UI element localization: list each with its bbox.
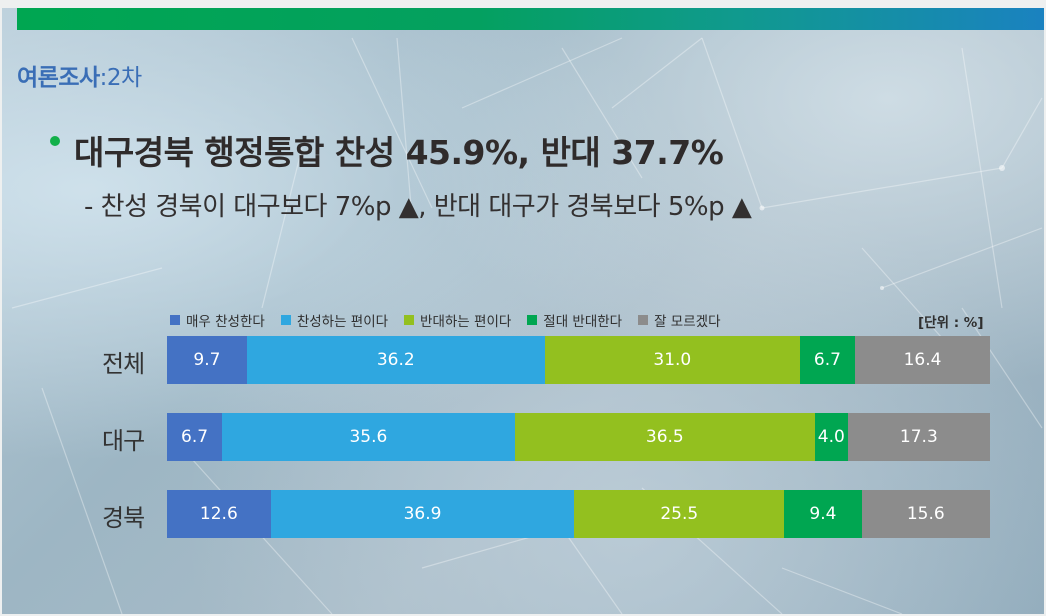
- legend-item: 잘 모르겠다: [638, 310, 721, 330]
- bar-segment: 12.6: [167, 490, 271, 538]
- legend-label: 찬성하는 편이다: [296, 314, 389, 330]
- bar-segment: 36.5: [514, 413, 815, 461]
- legend-item: 절대 반대한다: [527, 310, 622, 330]
- headline: 대구경북 행정통합 찬성 45.9%, 반대 37.7%: [74, 133, 724, 172]
- legend-item: 매우 찬성한다: [170, 310, 265, 330]
- bar-segment: 9.7: [167, 336, 247, 384]
- stacked-bar: 6.7 35.6 36.5 4.0 17.3: [167, 413, 990, 461]
- presentation-slide: 여론조사:2차 대구경북 행정통합 찬성 45.9%, 반대 37.7% - 찬…: [2, 8, 1044, 614]
- stacked-bar: 12.6 36.9 25.5 9.4 15.6: [167, 490, 990, 538]
- stacked-bar: 9.7 36.2 31.0 6.7 16.4: [167, 336, 990, 384]
- bar-segment: 35.6: [222, 413, 515, 461]
- legend-swatch-icon: [404, 315, 415, 325]
- legend-swatch-icon: [170, 315, 180, 325]
- section-label-title: 여론조사: [17, 65, 100, 91]
- bar-segment: 6.7: [799, 336, 856, 384]
- bar-segment: 25.5: [574, 490, 785, 538]
- bar-segment: 6.7: [167, 413, 223, 461]
- legend-item: 반대하는 편이다: [404, 310, 511, 330]
- legend-label: 잘 모르겠다: [654, 314, 721, 330]
- bar-segment: 31.0: [544, 336, 800, 384]
- legend-swatch-icon: [280, 315, 291, 325]
- legend-item: 찬성하는 편이다: [280, 310, 389, 330]
- bar-segment: 9.4: [784, 490, 862, 538]
- bar-segment: 16.4: [855, 336, 990, 384]
- legend-label: 반대하는 편이다: [420, 314, 512, 330]
- legend-label: 절대 반대한다: [543, 314, 623, 330]
- section-label-round: :2차: [99, 65, 143, 91]
- section-label: 여론조사:2차: [17, 58, 142, 92]
- row-label: 전체: [102, 350, 145, 378]
- unit-label: [단위 : %]: [918, 315, 984, 331]
- row-label: 경북: [102, 504, 145, 532]
- row-label: 대구: [102, 427, 145, 455]
- bar-segment: 36.2: [246, 336, 545, 384]
- bar-segment: 17.3: [847, 413, 990, 461]
- bar-segment: 4.0: [814, 413, 848, 461]
- header-accent-bar: [17, 8, 1044, 30]
- legend-swatch-icon: [527, 315, 538, 325]
- subheadline: - 찬성 경북이 대구보다 7%p ▲, 반대 대구가 경북보다 5%p ▲: [84, 192, 752, 222]
- legend-swatch-icon: [638, 315, 649, 325]
- chart-legend: 매우 찬성한다 찬성하는 편이다 반대하는 편이다 절대 반대한다 잘 모르겠다: [170, 308, 737, 332]
- legend-label: 매우 찬성한다: [186, 314, 265, 330]
- bar-segment: 36.9: [270, 490, 575, 538]
- headline-bullet-icon: [50, 136, 60, 146]
- bar-segment: 15.6: [861, 490, 990, 538]
